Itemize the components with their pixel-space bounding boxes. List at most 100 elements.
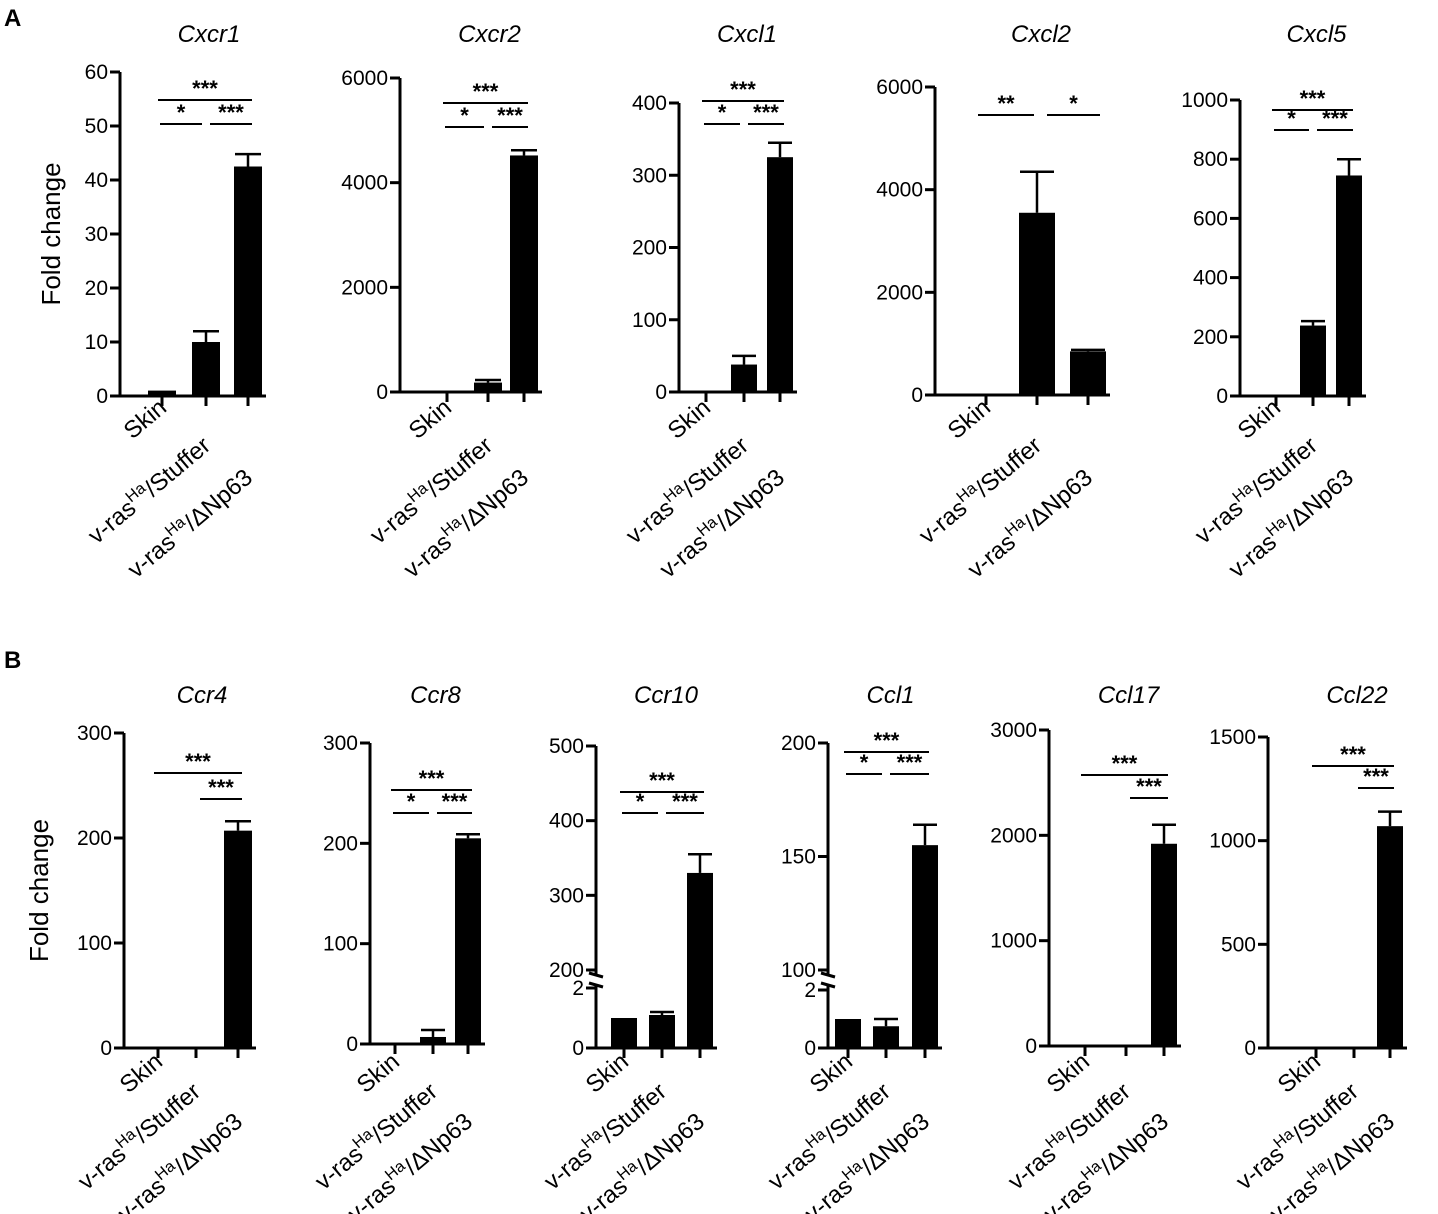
significance-label: ***: [1300, 86, 1326, 111]
significance-label: ***: [208, 775, 234, 800]
significance-label: ***: [185, 749, 211, 774]
bar: [611, 1018, 637, 1048]
significance-label: *: [177, 100, 186, 125]
y-tick-label: 100: [323, 933, 358, 956]
significance-label: ***: [1363, 764, 1389, 789]
category-label: Skin: [1273, 1048, 1326, 1099]
significance-label: *: [1287, 106, 1296, 131]
significance-label: ***: [442, 789, 468, 814]
y-tick-label: 100: [632, 309, 667, 332]
chart-title: Ccr10: [634, 682, 699, 709]
y-tick-label: 0: [655, 381, 667, 404]
category-label: Skin: [115, 1048, 168, 1099]
significance-label: ***: [874, 728, 900, 753]
chart-ccl17: Ccl17 0 1000 2000 3000 ****** Skinv-rasHa/Stuf…: [990, 682, 1181, 1214]
significance-label: ***: [218, 100, 244, 125]
category-label: v-rasHa/ΔNp63: [111, 1106, 248, 1214]
y-tick-label: 1500: [1209, 726, 1256, 749]
y-tick-label: 200: [632, 237, 667, 260]
significance-label: ***: [730, 77, 756, 102]
bar: [649, 1015, 675, 1048]
bar: [1300, 325, 1326, 396]
bar: [510, 155, 538, 392]
y-tick-label: 0: [1244, 1037, 1256, 1060]
category-label: Skin: [663, 394, 716, 445]
y-tick-label: 0: [572, 1037, 584, 1060]
y-axis-label: Fold change: [36, 162, 66, 305]
y-tick-label: 4000: [341, 172, 388, 195]
y-tick-label: 0: [911, 384, 923, 407]
bar: [873, 1026, 899, 1048]
y-tick-label: 1000: [1209, 830, 1256, 853]
y-tick-label: 200: [1193, 326, 1228, 349]
chart-ccl22: Ccl22 0 500 1000 1500 ****** Skinv-rasHa/Stuff…: [1209, 682, 1407, 1214]
significance-label: ***: [473, 79, 499, 104]
bar: [420, 1036, 446, 1044]
y-tick-label: 400: [1193, 267, 1228, 290]
chart-title: Cxcl1: [717, 21, 777, 48]
y-tick-label: 300: [549, 884, 584, 907]
category-label: v-rasHa/ΔNp63: [397, 462, 534, 583]
y-tick-label: 300: [77, 722, 112, 745]
y-tick-label: 2: [804, 979, 816, 1002]
y-tick-label: 4000: [876, 179, 923, 202]
bar: [835, 1019, 861, 1048]
category-label: Skin: [943, 394, 996, 445]
y-tick-label: 500: [1221, 933, 1256, 956]
significance-label: *: [1069, 91, 1078, 116]
bar: [912, 845, 938, 1048]
category-label: v-rasHa/Stuffer: [913, 430, 1047, 549]
bar: [474, 382, 502, 392]
y-tick-label: 30: [85, 223, 108, 246]
y-tick-label: 200: [323, 832, 358, 855]
axis-break-mark: [820, 981, 836, 989]
y-tick-label: 2000: [876, 281, 923, 304]
y-tick-label: 0: [100, 1037, 112, 1060]
y-tick-label: 200: [549, 959, 584, 982]
category-label: Skin: [1042, 1048, 1095, 1099]
y-tick-label: 600: [1193, 207, 1228, 230]
chart-title: Cxcr1: [178, 21, 241, 48]
significance-label: *: [460, 103, 469, 128]
bar: [693, 391, 719, 392]
y-tick-label: 6000: [341, 67, 388, 90]
y-tick-label: 2000: [341, 276, 388, 299]
category-label: v-rasHa/Stuffer: [1230, 1076, 1364, 1195]
significance-label: ***: [1112, 751, 1138, 776]
chart-title: Cxcr2: [458, 21, 521, 48]
bar: [1019, 212, 1055, 395]
significance-label: ***: [1322, 106, 1348, 131]
y-tick-label: 1000: [1181, 89, 1228, 112]
bar: [1377, 826, 1403, 1048]
bar: [767, 157, 793, 392]
category-label: v-rasHa/Stuffer: [1002, 1076, 1136, 1195]
y-tick-label: 400: [549, 810, 584, 833]
y-tick-label: 150: [781, 846, 816, 869]
y-tick-label: 0: [346, 1033, 358, 1056]
category-label: Skin: [581, 1048, 634, 1099]
y-tick-label: 800: [1193, 148, 1228, 171]
y-axis-label: Fold change: [24, 819, 54, 962]
chart-title: Ccr8: [410, 682, 461, 709]
significance-label: ***: [672, 789, 698, 814]
panel-a-label: A: [4, 5, 21, 32]
category-label: Skin: [404, 394, 457, 445]
category-label: v-rasHa/Stuffer: [309, 1076, 443, 1195]
significance-label: ***: [1136, 774, 1162, 799]
bar: [1151, 843, 1177, 1046]
chart-ccr4: Ccr4 0 100 200 300 Fold change ****** Skin v-ras…: [24, 682, 256, 1214]
significance-label: ***: [419, 766, 445, 791]
significance-label: *: [407, 789, 416, 814]
y-tick-label: 200: [77, 827, 112, 850]
significance-label: ***: [897, 750, 923, 775]
axis-break-mark: [820, 971, 836, 979]
bar: [192, 342, 220, 396]
category-label: Skin: [119, 394, 172, 445]
